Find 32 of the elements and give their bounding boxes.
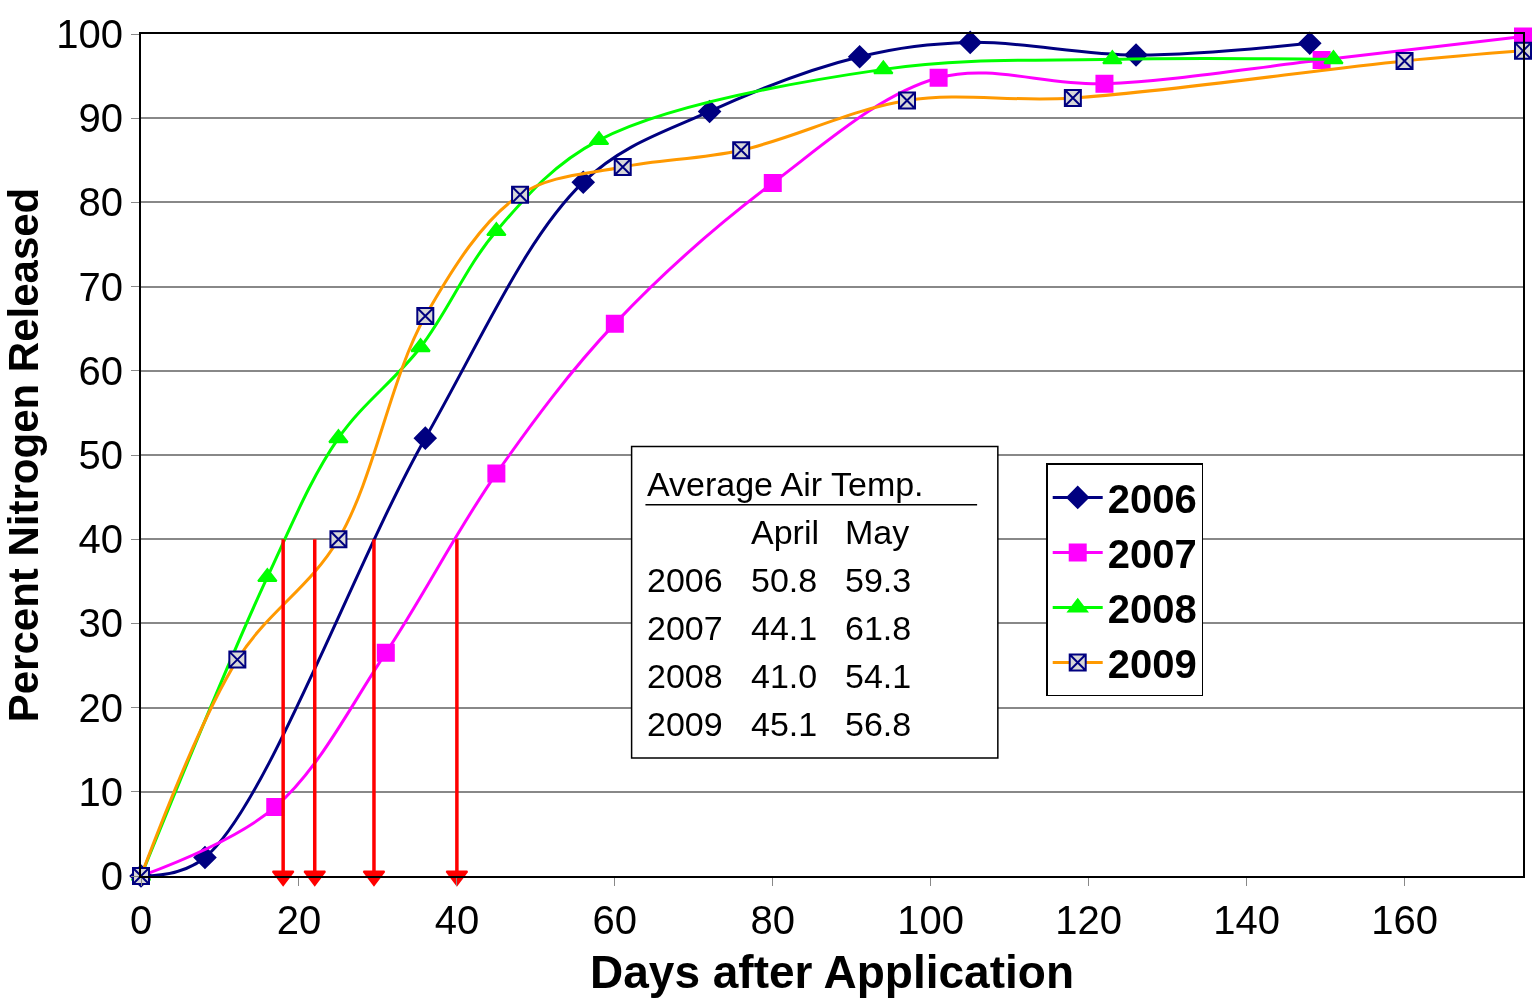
- y-tick-label: 90: [78, 96, 123, 141]
- annotation: Average Air Temp.: [647, 465, 924, 503]
- x-tick-label: 60: [592, 898, 638, 942]
- legend-label: 2006: [1107, 477, 1197, 522]
- y-tick-label: 0: [100, 854, 123, 898]
- y-tick-label: 20: [78, 685, 123, 730]
- y-tick-label: 40: [78, 517, 123, 562]
- legend-label: 2008: [1107, 587, 1197, 632]
- y-tick-label: 30: [78, 601, 123, 646]
- x-axis-title: Days after Application: [590, 946, 1074, 999]
- x-tick-label: 20: [276, 898, 322, 942]
- y-tick-label: 80: [78, 180, 123, 225]
- x-tick-label: 0: [129, 898, 153, 942]
- legend-label: 2007: [1107, 532, 1197, 577]
- annotation: April May: [751, 513, 910, 551]
- x-tick-label: 120: [1055, 898, 1123, 942]
- x-tick-label: 40: [434, 898, 480, 942]
- y-tick-label: 100: [56, 12, 123, 56]
- y-tick-label: 70: [78, 264, 123, 309]
- legend-label: 2009: [1107, 642, 1197, 687]
- x-tick-label: 140: [1213, 898, 1280, 942]
- y-axis-title: Percent Nitrogen Released: [0, 187, 47, 723]
- x-tick-label: 160: [1371, 898, 1438, 942]
- y-tick-label: 50: [78, 433, 123, 477]
- annotation: 2007 44.1 61.8: [647, 609, 912, 647]
- x-tick-label: 100: [897, 898, 965, 942]
- annotation: 2008 41.0 54.1: [647, 657, 912, 695]
- annotation: 2009 45.1 56.8: [647, 705, 912, 743]
- y-tick-label: 60: [78, 348, 123, 393]
- annotation: 2006 50.8 59.3: [647, 561, 912, 599]
- x-tick-label: 80: [750, 898, 796, 942]
- y-tick-label: 10: [78, 769, 123, 814]
